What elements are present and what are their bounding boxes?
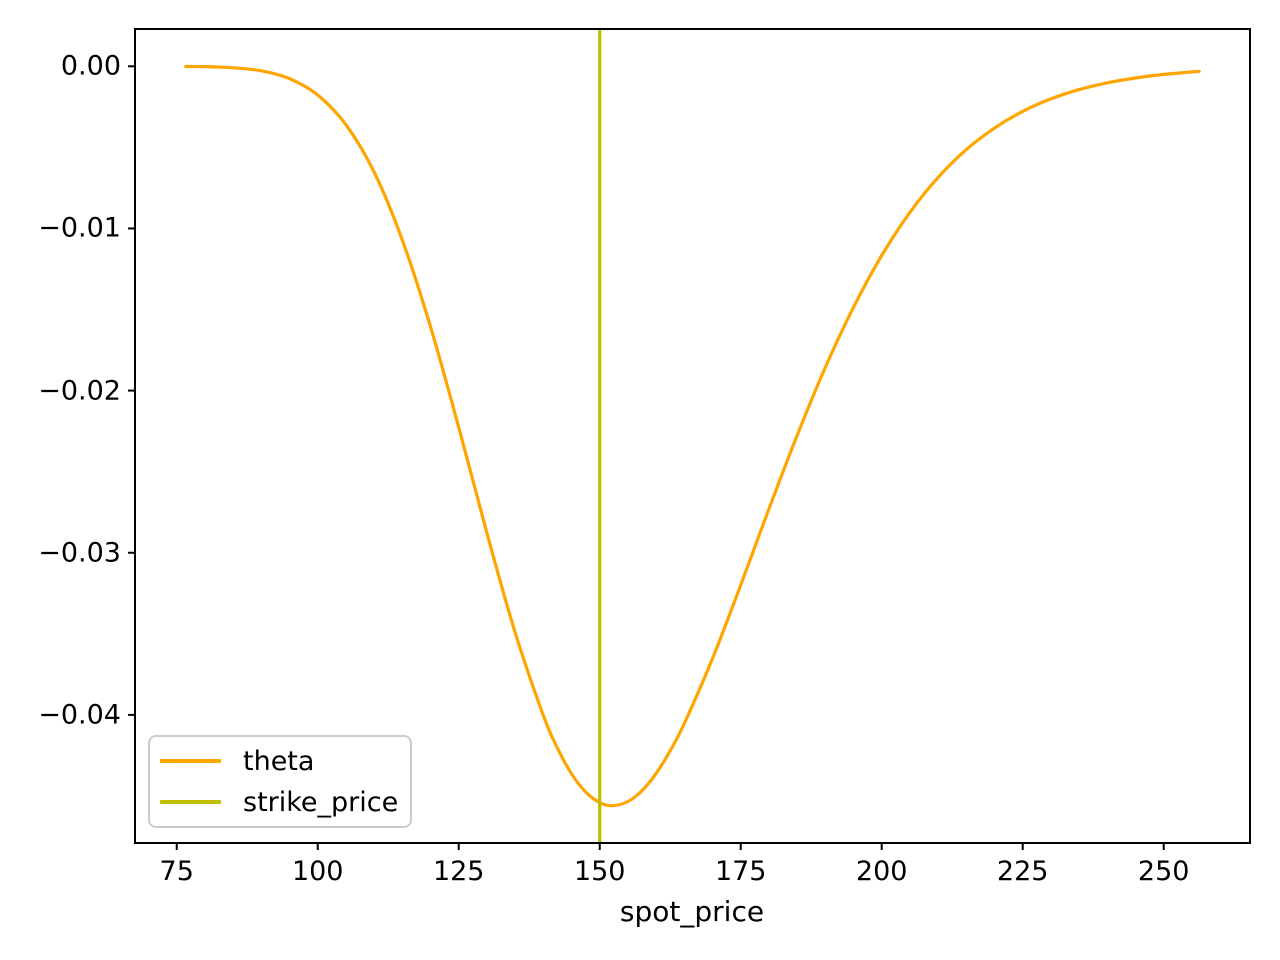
x-tick-label: 125 [432, 856, 485, 887]
strike-price-line-swatch [160, 800, 221, 804]
theta-curve [184, 64, 1201, 808]
y-tick-label: −0.03 [38, 537, 121, 569]
legend-entry-theta: theta [160, 748, 398, 775]
y-tick-label: −0.02 [38, 375, 121, 407]
x-tick-label: 75 [159, 856, 194, 887]
x-tick-label: 225 [996, 856, 1049, 887]
y-tick-label: −0.01 [38, 212, 121, 244]
axes-frame [134, 28, 1251, 844]
y-tick-label: −0.04 [38, 699, 121, 731]
legend-label-theta: theta [243, 745, 315, 777]
y-tick-label: 0.00 [60, 50, 121, 82]
theta-line-swatch [160, 759, 221, 763]
x-tick-label: 100 [291, 856, 344, 887]
legend-entry-strike-price: strike_price [160, 789, 398, 816]
x-tick-label: 150 [573, 856, 626, 887]
legend-box: theta strike_price [148, 735, 412, 828]
x-tick-label: 200 [855, 856, 908, 887]
x-tick-label: 175 [714, 856, 767, 887]
x-axis-title: spot_price [619, 895, 765, 928]
x-tick-label: 250 [1137, 856, 1190, 887]
legend-label-strike-price: strike_price [243, 786, 399, 818]
